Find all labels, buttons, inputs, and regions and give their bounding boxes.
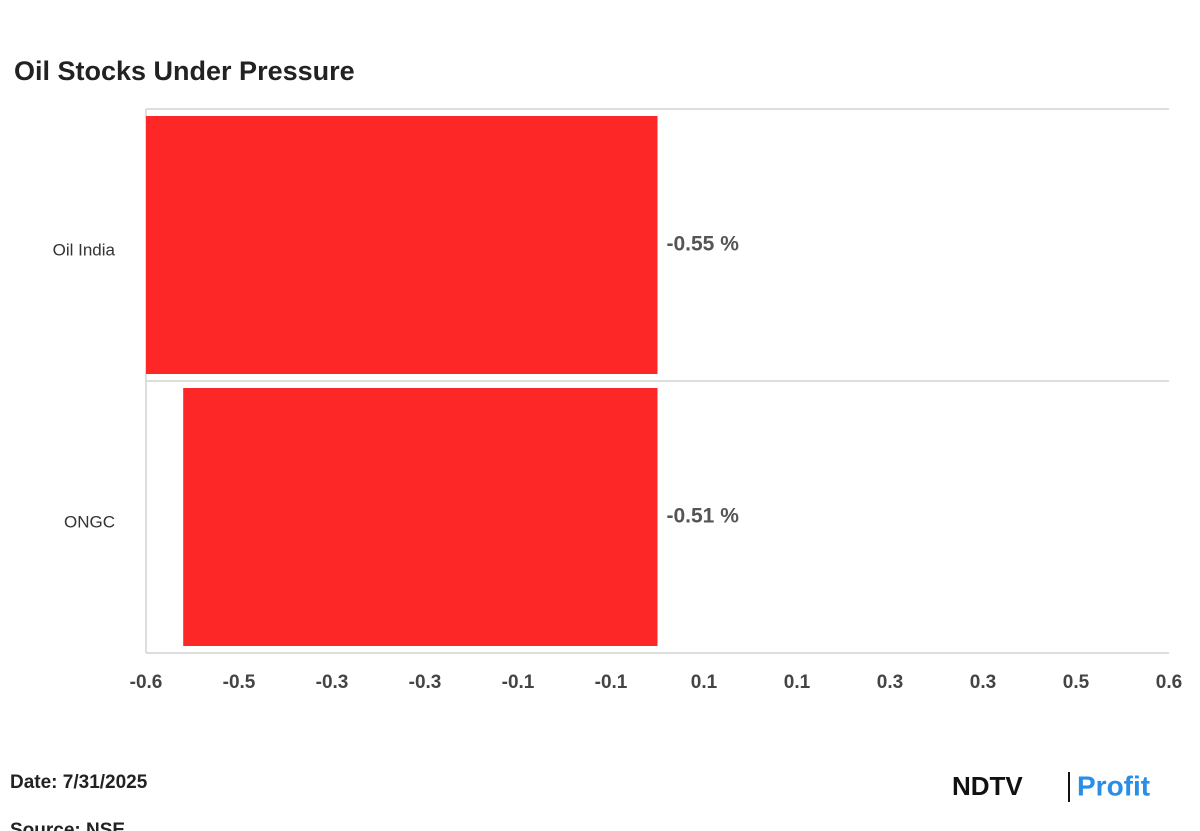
- brand-sub-logo: Profit: [1077, 770, 1150, 801]
- x-tick-label: 0.6: [1156, 672, 1182, 693]
- x-tick-label: 0.5: [1063, 672, 1090, 693]
- y-tick-label: ONGC: [64, 512, 115, 531]
- data-label: -0.55 %: [667, 233, 740, 256]
- data-label: -0.51 %: [667, 505, 740, 528]
- brand-logo: NDTV: [952, 771, 1023, 801]
- source: Source: NSE: [10, 820, 125, 831]
- x-tick-label: -0.3: [409, 672, 442, 693]
- y-tick-label: Oil India: [53, 240, 116, 259]
- x-tick-label: 0.1: [784, 672, 811, 693]
- x-tick-label: -0.5: [223, 672, 256, 693]
- x-tick-label: -0.1: [502, 672, 535, 693]
- x-tick-label: -0.1: [595, 672, 628, 693]
- x-tick-label: 0.3: [877, 672, 903, 693]
- bar: [146, 116, 658, 374]
- date: Date: 7/31/2025: [10, 772, 148, 793]
- x-tick-label: -0.6: [130, 672, 163, 693]
- bar: [183, 388, 658, 646]
- x-tick-label: 0.3: [970, 672, 996, 693]
- x-tick-label: 0.1: [691, 672, 718, 693]
- x-tick-label: -0.3: [316, 672, 349, 693]
- chart-title: Oil Stocks Under Pressure: [14, 56, 355, 86]
